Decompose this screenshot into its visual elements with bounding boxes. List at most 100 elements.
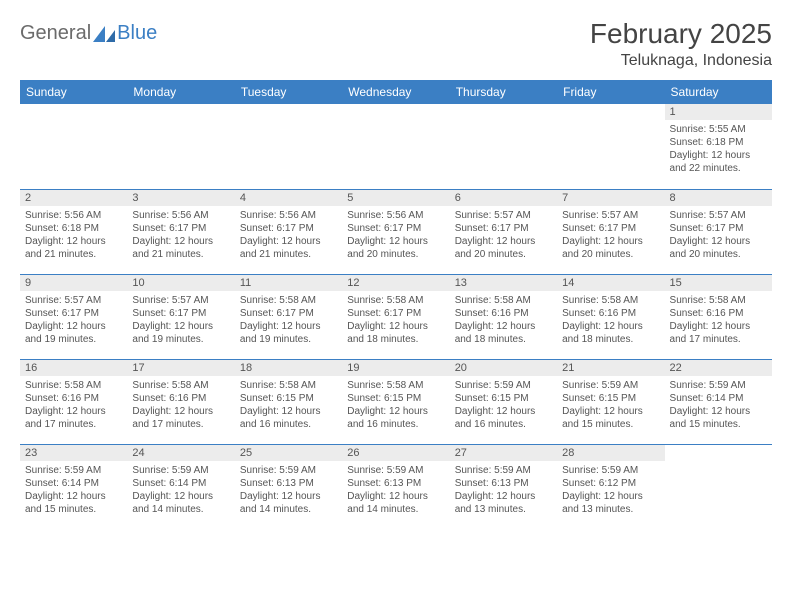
calendar-cell: 14Sunrise: 5:58 AMSunset: 6:16 PMDayligh…: [557, 274, 664, 359]
day-number: 24: [127, 445, 234, 461]
day-number: 21: [557, 360, 664, 376]
calendar-cell: 4Sunrise: 5:56 AMSunset: 6:17 PMDaylight…: [235, 189, 342, 274]
sunset-text: Sunset: 6:15 PM: [347, 392, 444, 405]
sunset-text: Sunset: 6:12 PM: [562, 477, 659, 490]
day-details: Sunrise: 5:58 AMSunset: 6:17 PMDaylight:…: [235, 291, 342, 350]
brand-word-2: Blue: [117, 22, 157, 45]
day-number: 7: [557, 190, 664, 206]
daylight-text: Daylight: 12 hours and 22 minutes.: [670, 149, 767, 175]
daylight-text: Daylight: 12 hours and 14 minutes.: [240, 490, 337, 516]
day-details: Sunrise: 5:58 AMSunset: 6:17 PMDaylight:…: [342, 291, 449, 350]
calendar-cell: 23Sunrise: 5:59 AMSunset: 6:14 PMDayligh…: [20, 444, 127, 529]
calendar-cell: [235, 104, 342, 189]
day-number: 1: [665, 104, 772, 120]
sunset-text: Sunset: 6:15 PM: [455, 392, 552, 405]
day-number: 4: [235, 190, 342, 206]
day-details: Sunrise: 5:58 AMSunset: 6:16 PMDaylight:…: [665, 291, 772, 350]
sunset-text: Sunset: 6:15 PM: [240, 392, 337, 405]
calendar-cell: [450, 104, 557, 189]
sunset-text: Sunset: 6:18 PM: [25, 222, 122, 235]
calendar-week-row: 23Sunrise: 5:59 AMSunset: 6:14 PMDayligh…: [20, 444, 772, 529]
calendar-cell: 10Sunrise: 5:57 AMSunset: 6:17 PMDayligh…: [127, 274, 234, 359]
calendar-cell: 17Sunrise: 5:58 AMSunset: 6:16 PMDayligh…: [127, 359, 234, 444]
sunset-text: Sunset: 6:17 PM: [455, 222, 552, 235]
daylight-text: Daylight: 12 hours and 16 minutes.: [240, 405, 337, 431]
sunrise-text: Sunrise: 5:59 AM: [562, 379, 659, 392]
daylight-text: Daylight: 12 hours and 17 minutes.: [132, 405, 229, 431]
sunset-text: Sunset: 6:13 PM: [240, 477, 337, 490]
day-details: Sunrise: 5:56 AMSunset: 6:17 PMDaylight:…: [127, 206, 234, 265]
sunset-text: Sunset: 6:13 PM: [455, 477, 552, 490]
calendar-cell: 3Sunrise: 5:56 AMSunset: 6:17 PMDaylight…: [127, 189, 234, 274]
location-label: Teluknaga, Indonesia: [590, 52, 772, 70]
day-number: 2: [20, 190, 127, 206]
day-details: Sunrise: 5:58 AMSunset: 6:16 PMDaylight:…: [20, 376, 127, 435]
daylight-text: Daylight: 12 hours and 20 minutes.: [562, 235, 659, 261]
day-number: 15: [665, 275, 772, 291]
day-details: Sunrise: 5:56 AMSunset: 6:17 PMDaylight:…: [342, 206, 449, 265]
daylight-text: Daylight: 12 hours and 15 minutes.: [25, 490, 122, 516]
day-details: Sunrise: 5:56 AMSunset: 6:18 PMDaylight:…: [20, 206, 127, 265]
day-details: Sunrise: 5:59 AMSunset: 6:13 PMDaylight:…: [342, 461, 449, 520]
daylight-text: Daylight: 12 hours and 16 minutes.: [347, 405, 444, 431]
dow-tuesday: Tuesday: [235, 80, 342, 104]
daylight-text: Daylight: 12 hours and 13 minutes.: [562, 490, 659, 516]
calendar-body: 1Sunrise: 5:55 AMSunset: 6:18 PMDaylight…: [20, 104, 772, 529]
brand-logo: General Blue: [20, 18, 157, 45]
day-details: Sunrise: 5:59 AMSunset: 6:15 PMDaylight:…: [450, 376, 557, 435]
day-details: Sunrise: 5:59 AMSunset: 6:13 PMDaylight:…: [450, 461, 557, 520]
dow-wednesday: Wednesday: [342, 80, 449, 104]
day-details: Sunrise: 5:59 AMSunset: 6:14 PMDaylight:…: [20, 461, 127, 520]
sunset-text: Sunset: 6:16 PM: [562, 307, 659, 320]
sunrise-text: Sunrise: 5:57 AM: [562, 209, 659, 222]
day-details: Sunrise: 5:58 AMSunset: 6:15 PMDaylight:…: [235, 376, 342, 435]
day-number: 11: [235, 275, 342, 291]
sunrise-text: Sunrise: 5:57 AM: [25, 294, 122, 307]
daylight-text: Daylight: 12 hours and 14 minutes.: [347, 490, 444, 516]
day-details: Sunrise: 5:57 AMSunset: 6:17 PMDaylight:…: [20, 291, 127, 350]
brand-word-1: General: [20, 22, 91, 45]
day-details: Sunrise: 5:59 AMSunset: 6:15 PMDaylight:…: [557, 376, 664, 435]
calendar-cell: [342, 104, 449, 189]
calendar-cell: 6Sunrise: 5:57 AMSunset: 6:17 PMDaylight…: [450, 189, 557, 274]
sunset-text: Sunset: 6:16 PM: [670, 307, 767, 320]
sunrise-text: Sunrise: 5:58 AM: [25, 379, 122, 392]
day-number: 5: [342, 190, 449, 206]
day-details: Sunrise: 5:59 AMSunset: 6:14 PMDaylight:…: [665, 376, 772, 435]
daylight-text: Daylight: 12 hours and 13 minutes.: [455, 490, 552, 516]
sunset-text: Sunset: 6:13 PM: [347, 477, 444, 490]
calendar-cell: [665, 444, 772, 529]
calendar-cell: 25Sunrise: 5:59 AMSunset: 6:13 PMDayligh…: [235, 444, 342, 529]
title-block: February 2025 Teluknaga, Indonesia: [590, 18, 772, 70]
calendar-cell: 12Sunrise: 5:58 AMSunset: 6:17 PMDayligh…: [342, 274, 449, 359]
calendar-header-row: Sunday Monday Tuesday Wednesday Thursday…: [20, 80, 772, 104]
sunset-text: Sunset: 6:18 PM: [670, 136, 767, 149]
sunrise-text: Sunrise: 5:59 AM: [670, 379, 767, 392]
sunset-text: Sunset: 6:16 PM: [455, 307, 552, 320]
sunrise-text: Sunrise: 5:58 AM: [562, 294, 659, 307]
dow-monday: Monday: [127, 80, 234, 104]
calendar-cell: [557, 104, 664, 189]
calendar-table: Sunday Monday Tuesday Wednesday Thursday…: [20, 80, 772, 529]
day-number: 12: [342, 275, 449, 291]
day-number: 3: [127, 190, 234, 206]
calendar-cell: 21Sunrise: 5:59 AMSunset: 6:15 PMDayligh…: [557, 359, 664, 444]
sunset-text: Sunset: 6:17 PM: [670, 222, 767, 235]
dow-sunday: Sunday: [20, 80, 127, 104]
day-number: 6: [450, 190, 557, 206]
calendar-week-row: 1Sunrise: 5:55 AMSunset: 6:18 PMDaylight…: [20, 104, 772, 189]
day-number: 17: [127, 360, 234, 376]
calendar-cell: [127, 104, 234, 189]
sunrise-text: Sunrise: 5:58 AM: [240, 379, 337, 392]
sunset-text: Sunset: 6:17 PM: [240, 307, 337, 320]
daylight-text: Daylight: 12 hours and 15 minutes.: [670, 405, 767, 431]
daylight-text: Daylight: 12 hours and 20 minutes.: [670, 235, 767, 261]
sunrise-text: Sunrise: 5:58 AM: [347, 379, 444, 392]
page-header: General Blue February 2025 Teluknaga, In…: [20, 18, 772, 70]
day-number: 22: [665, 360, 772, 376]
sunrise-text: Sunrise: 5:56 AM: [347, 209, 444, 222]
day-number: 28: [557, 445, 664, 461]
calendar-week-row: 9Sunrise: 5:57 AMSunset: 6:17 PMDaylight…: [20, 274, 772, 359]
sunset-text: Sunset: 6:17 PM: [562, 222, 659, 235]
day-number: 23: [20, 445, 127, 461]
